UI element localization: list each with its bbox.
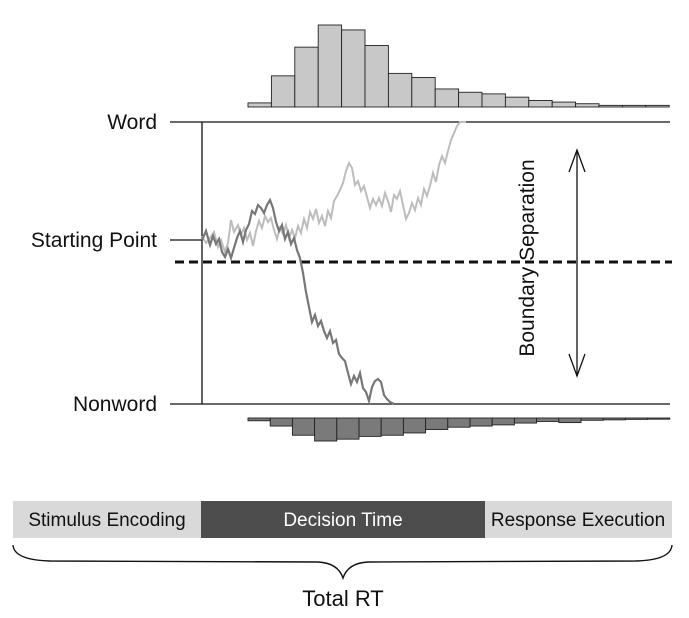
rt-components-bar: Stimulus Encoding Decision Time Response…: [13, 501, 672, 538]
nonword-histogram-bin: [336, 417, 360, 440]
word-label: Word: [107, 111, 157, 134]
nonword-histogram-bin: [602, 417, 626, 421]
decision-time-label: Decision Time: [283, 510, 402, 531]
nonword-histogram-bin: [402, 417, 427, 434]
word-histogram-bin: [504, 96, 530, 108]
word-histogram-bin: [387, 72, 413, 108]
word-histogram-bin: [528, 99, 553, 108]
word-histogram-bin: [481, 93, 506, 108]
response-execution-label: Response Execution: [491, 510, 665, 531]
nonword-diffusion-path: [200, 197, 395, 406]
stimulus-encoding-label: Stimulus Encoding: [28, 510, 185, 531]
word-histogram-bin: [434, 88, 460, 108]
nonword-histogram-bin: [358, 417, 382, 437]
word-histogram-bin: [411, 77, 436, 108]
word-histogram-bin: [621, 104, 647, 108]
word-histogram-bin: [598, 104, 623, 108]
total-rt-brace: [12, 544, 673, 581]
nonword-histogram-bin: [247, 417, 271, 422]
nonword-histogram-bin: [469, 417, 493, 427]
word-histogram-bin: [645, 104, 670, 108]
nonword-histogram-bin: [291, 417, 316, 436]
boundary-separation-label: Boundary Separation: [516, 159, 539, 356]
decision-time-segment: [201, 501, 485, 538]
nonword-histogram-bin: [558, 417, 582, 424]
nonword-histogram-bin: [447, 417, 471, 428]
word-histogram-bin: [270, 75, 296, 108]
word-histogram-bin: [247, 102, 272, 108]
response-execution-segment: [485, 501, 672, 538]
word-rt-histogram: [247, 24, 670, 108]
nonword-histogram-bin: [269, 417, 293, 427]
word-histogram-bin: [364, 45, 389, 108]
nonword-label: Nonword: [73, 393, 157, 416]
word-histogram-bin: [317, 24, 343, 108]
nonword-histogram-bin: [425, 417, 449, 430]
nonword-histogram-bin: [314, 417, 338, 442]
stimulus-encoding-segment: [13, 501, 201, 538]
nonword-histogram-bin: [380, 417, 404, 436]
boundary-separation-arrow: [568, 148, 586, 378]
starting-point-label: Starting Point: [31, 229, 157, 252]
nonword-histogram-bin: [536, 417, 560, 422]
nonword-histogram-bin: [647, 417, 671, 420]
nonword-histogram-bin: [624, 417, 649, 420]
word-histogram-bin: [341, 29, 366, 108]
nonword-histogram-bin: [491, 417, 515, 426]
word-histogram-bin: [575, 103, 600, 108]
total-rt-label: Total RT: [302, 586, 384, 611]
word-diffusion-path: [201, 121, 466, 256]
nonword-rt-histogram: [247, 417, 671, 442]
word-histogram-bin: [458, 91, 483, 108]
word-histogram-bin: [551, 101, 577, 108]
nonword-histogram-bin: [513, 417, 538, 424]
nonword-histogram-bin: [580, 417, 604, 421]
word-histogram-bin: [294, 46, 319, 108]
